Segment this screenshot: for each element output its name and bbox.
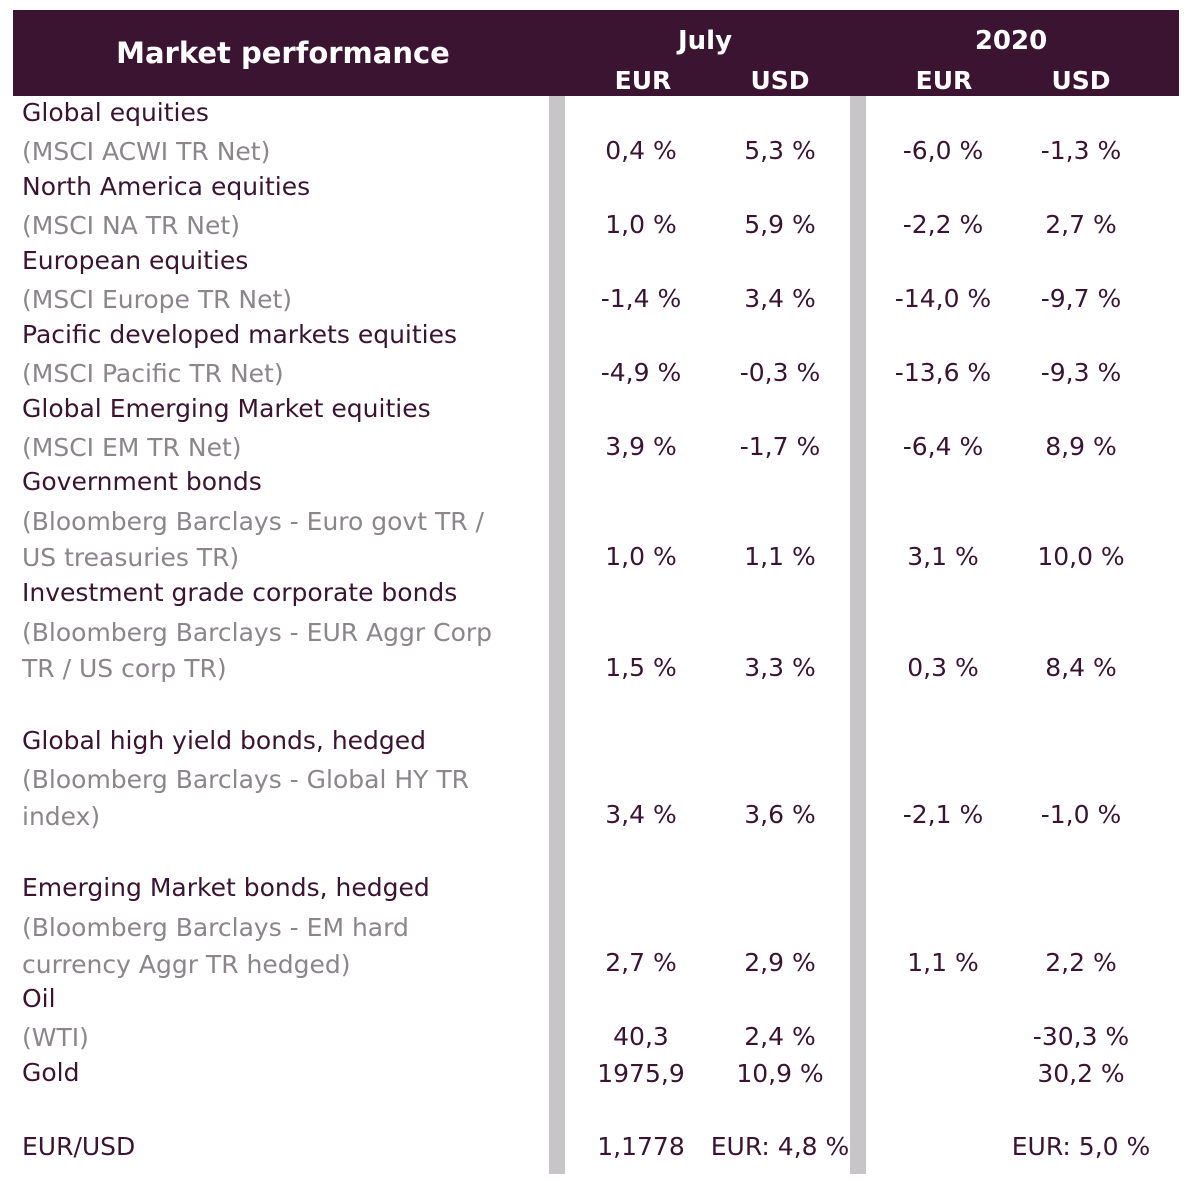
value-2020-usd: EUR: 5,0 %: [1011, 1132, 1151, 1161]
value-july-usd: -1,7 %: [739, 432, 821, 461]
row-label: Global equities: [22, 98, 209, 127]
row-index-source: (MSCI NA TR Net): [22, 211, 240, 240]
value-july-eur: 2,7 %: [605, 948, 677, 977]
value-july-eur: 0,4 %: [605, 136, 677, 165]
row-label: Government bonds: [22, 467, 262, 496]
row-label: Oil: [22, 984, 56, 1013]
table-header: Market performance July 2020 EUR USD EUR…: [13, 10, 1179, 96]
row-index-source: (Bloomberg Barclays - Global HY TR: [22, 765, 469, 794]
row-index-source: (MSCI EM TR Net): [22, 433, 242, 462]
value-2020-usd: -1,3 %: [1040, 136, 1122, 165]
value-july-usd: EUR: 4,8 %: [710, 1132, 850, 1161]
column-group-july: July: [677, 26, 733, 56]
value-july-eur: 3,9 %: [605, 432, 677, 461]
value-july-eur: 1975,9: [597, 1059, 685, 1088]
row-label: Pacific developed markets equities: [22, 320, 458, 349]
row-index-source: (MSCI Europe TR Net): [22, 285, 293, 314]
row-index-source: (Bloomberg Barclays - EM hard: [22, 913, 409, 942]
value-july-usd: -0,3 %: [739, 358, 821, 387]
row-index-source: TR / US corp TR): [22, 654, 227, 683]
row-index-source: (MSCI ACWI TR Net): [22, 137, 271, 166]
row-label: Gold: [22, 1058, 80, 1087]
col-header-2020-eur: EUR: [915, 66, 973, 95]
row-index-source: index): [22, 802, 101, 831]
value-2020-usd: 2,7 %: [1045, 210, 1117, 239]
row-index-source: US treasuries TR): [22, 543, 240, 572]
value-july-usd: 3,4 %: [744, 284, 816, 313]
value-july-usd: 5,9 %: [744, 210, 816, 239]
value-2020-usd: -9,7 %: [1040, 284, 1122, 313]
value-2020-eur: 3,1 %: [907, 542, 979, 571]
value-2020-eur: -6,0 %: [902, 136, 984, 165]
value-july-usd: 2,9 %: [744, 948, 816, 977]
column-separator: [850, 96, 866, 1174]
col-header-july-usd: USD: [750, 66, 810, 95]
value-2020-eur: 1,1 %: [907, 948, 979, 977]
row-label: Global high yield bonds, hedged: [22, 726, 427, 755]
value-july-usd: 1,1 %: [744, 542, 816, 571]
column-group-2020: 2020: [974, 26, 1048, 56]
value-july-eur: 1,5 %: [605, 653, 677, 682]
row-index-source: (Bloomberg Barclays - Euro govt TR /: [22, 507, 484, 536]
value-2020-eur: -13,6 %: [894, 358, 992, 387]
value-2020-usd: 8,9 %: [1045, 432, 1117, 461]
table-title: Market performance: [116, 36, 450, 70]
value-july-eur: 3,4 %: [605, 800, 677, 829]
value-2020-usd: 10,0 %: [1037, 542, 1125, 571]
value-2020-usd: 8,4 %: [1045, 653, 1117, 682]
value-july-eur: 1,0 %: [605, 210, 677, 239]
value-2020-usd: -30,3 %: [1032, 1022, 1130, 1051]
value-2020-usd: -9,3 %: [1040, 358, 1122, 387]
row-index-source: currency Aggr TR hedged): [22, 950, 351, 979]
value-2020-usd: 30,2 %: [1037, 1059, 1125, 1088]
row-label: North America equities: [22, 172, 311, 201]
row-index-source: (WTI): [22, 1023, 89, 1052]
column-separator: [549, 96, 565, 1174]
value-july-eur: 1,1778: [597, 1132, 685, 1161]
row-label: EUR/USD: [22, 1132, 136, 1161]
value-2020-eur: -2,2 %: [902, 210, 984, 239]
value-2020-eur: -6,4 %: [902, 432, 984, 461]
row-label: Emerging Market bonds, hedged: [22, 873, 430, 902]
col-header-july-eur: EUR: [614, 66, 672, 95]
value-2020-usd: -1,0 %: [1040, 800, 1122, 829]
value-july-usd: 2,4 %: [744, 1022, 816, 1051]
value-july-usd: 3,3 %: [744, 653, 816, 682]
row-index-source: (MSCI Pacific TR Net): [22, 359, 284, 388]
value-july-usd: 3,6 %: [744, 800, 816, 829]
row-label: Global Emerging Market equities: [22, 394, 431, 423]
value-2020-eur: -14,0 %: [894, 284, 992, 313]
value-july-usd: 10,9 %: [736, 1059, 824, 1088]
value-july-eur: 1,0 %: [605, 542, 677, 571]
value-2020-eur: 0,3 %: [907, 653, 979, 682]
row-label: European equities: [22, 246, 249, 275]
value-2020-eur: -2,1 %: [902, 800, 984, 829]
value-2020-usd: 2,2 %: [1045, 948, 1117, 977]
value-july-eur: -4,9 %: [600, 358, 682, 387]
value-july-eur: 40,3: [613, 1022, 669, 1051]
col-header-2020-usd: USD: [1051, 66, 1111, 95]
row-label: Investment grade corporate bonds: [22, 578, 458, 607]
value-july-eur: -1,4 %: [600, 284, 682, 313]
value-july-usd: 5,3 %: [744, 136, 816, 165]
row-index-source: (Bloomberg Barclays - EUR Aggr Corp: [22, 618, 493, 647]
